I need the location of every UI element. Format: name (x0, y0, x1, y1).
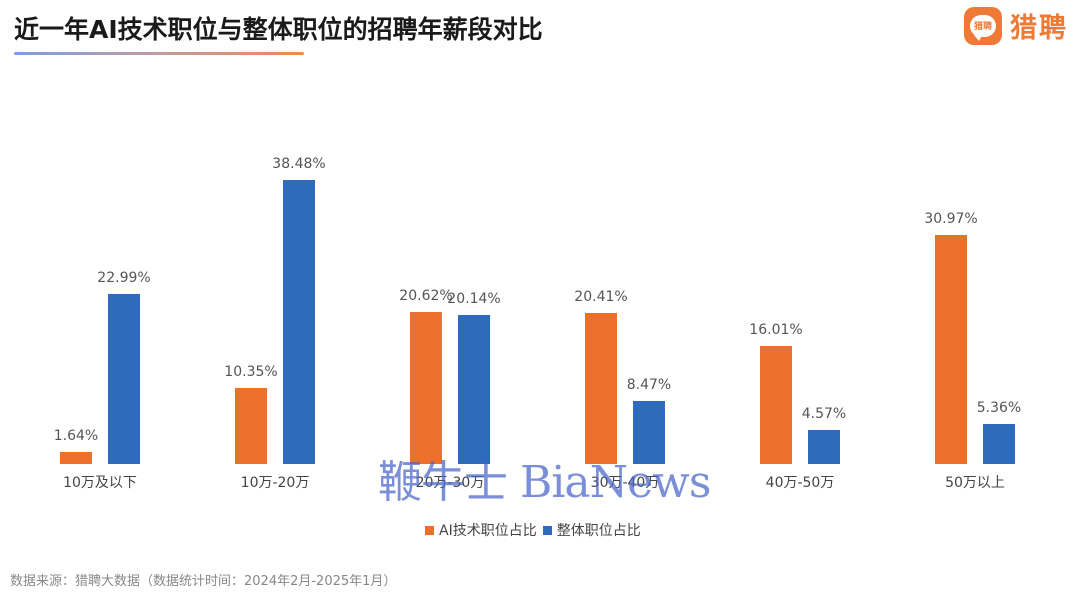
bar-ai (60, 451, 92, 464)
category-label: 10万及以下 (63, 475, 137, 491)
category-label: 50万以上 (945, 475, 1005, 491)
title-underline (14, 52, 304, 55)
value-label-ai: 20.41% (574, 289, 628, 306)
bar-overall (808, 430, 840, 464)
data-source-note: 数据来源：猎聘大数据（数据统计时间：2024年2月-2025年1月） (10, 574, 397, 589)
legend-item-ai: AI技术职位占比 (425, 520, 537, 540)
bar-ai (760, 345, 792, 464)
bar-overall (633, 401, 665, 464)
value-label-ai: 16.01% (749, 321, 803, 338)
value-label-overall: 20.14% (447, 291, 501, 308)
value-label-overall: 5.36% (976, 400, 1022, 417)
bar-overall (108, 294, 140, 464)
value-label-ai: 10.35% (224, 363, 278, 380)
legend-swatch-overall (542, 525, 552, 535)
logo-text: 猎聘 (1010, 13, 1068, 44)
value-label-overall: 22.99% (97, 270, 151, 287)
chart-legend: AI技术职位占比 整体职位占比 (425, 520, 647, 540)
bar-overall (283, 180, 315, 464)
category-label: 30万-40万 (590, 475, 660, 491)
watermark: 鞭牛士 BiaNews (378, 457, 711, 508)
speech-bubble-icon: 猎聘 (970, 14, 996, 41)
bar-overall (458, 315, 490, 464)
category-label: 40万-50万 (765, 475, 835, 491)
value-label-overall: 4.57% (801, 406, 847, 423)
bar-ai (235, 387, 267, 464)
legend-label-ai: AI技术职位占比 (439, 523, 537, 539)
bar-ai (935, 235, 967, 464)
legend-swatch-ai (425, 525, 434, 535)
legend-item-overall: 整体职位占比 (542, 520, 641, 540)
value-label-overall: 38.48% (272, 156, 326, 173)
value-label-ai: 20.62% (399, 287, 453, 304)
legend-label-overall: 整体职位占比 (556, 523, 641, 539)
value-label-ai: 1.64% (53, 427, 99, 444)
bar-overall (983, 424, 1015, 464)
category-label: 10万-20万 (240, 475, 310, 491)
chart-title: 近一年AI技术职位与整体职位的招聘年薪段对比 (14, 15, 543, 44)
category-label: 20万-30万 (415, 475, 485, 491)
bar-ai (410, 311, 442, 464)
liepin-logo: 猎聘 猎聘 (964, 6, 1068, 45)
value-label-overall: 8.47% (626, 377, 672, 394)
logo-badge-icon: 猎聘 (964, 6, 1002, 45)
bar-ai (585, 313, 617, 464)
value-label-ai: 30.97% (924, 211, 978, 228)
